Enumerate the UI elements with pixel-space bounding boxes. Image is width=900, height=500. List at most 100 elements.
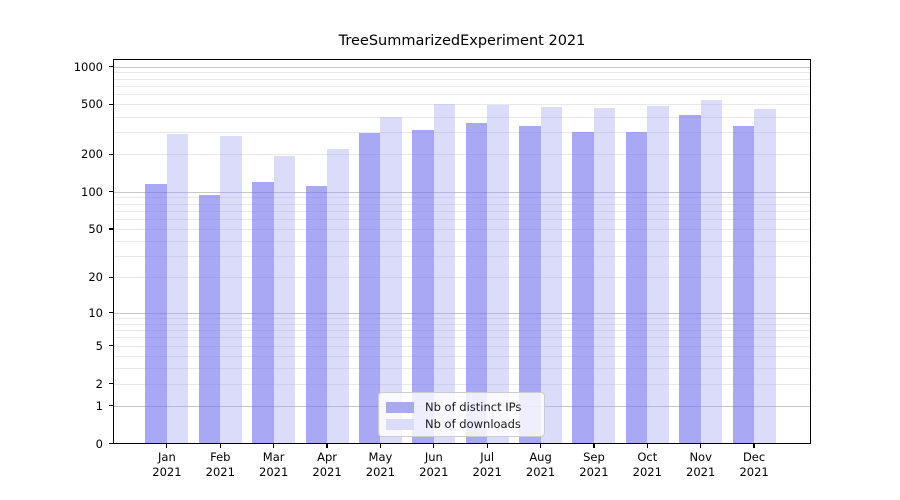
x-tick-mark (593, 443, 595, 448)
x-axis-tick-label: Sep 2021 (564, 450, 624, 480)
gridline-minor (113, 104, 811, 106)
bar-downloads-feb (220, 136, 242, 444)
bar-distinct-ips-nov (679, 115, 701, 444)
x-tick-year: 2021 (259, 465, 289, 479)
gridline-minor (113, 383, 811, 385)
bar-downloads-dec (754, 109, 776, 444)
y-tick-mark (109, 382, 113, 385)
x-tick-year: 2021 (312, 465, 342, 479)
x-tick-month: Apr (317, 450, 337, 464)
x-tick-month: Dec (742, 450, 766, 464)
gridline-minor (113, 345, 811, 347)
gridline-major (113, 66, 811, 68)
bar-downloads-jul (487, 104, 509, 444)
bar-downloads-aug (540, 106, 563, 444)
x-tick-mark (753, 443, 755, 448)
gridline-minor (113, 277, 811, 279)
x-axis-tick-label: Apr 2021 (297, 450, 357, 480)
x-axis-tick-label: May 2021 (350, 450, 410, 480)
y-axis-tick-label: 1000 (73, 59, 103, 74)
x-tick-year: 2021 (152, 465, 182, 479)
y-axis-tick-label: 50 (88, 222, 103, 236)
bar-downloads-jan (166, 133, 189, 444)
gridline-minor (113, 323, 811, 325)
x-tick-year: 2021 (365, 465, 396, 479)
bar-distinct-ips-jul (465, 123, 488, 444)
gridline-minor (113, 330, 811, 332)
x-tick-year: 2021 (419, 465, 449, 479)
gridline-minor (113, 240, 811, 242)
x-tick-year: 2021 (686, 465, 716, 479)
bar-distinct-ips-jun (412, 130, 434, 444)
x-tick-mark (219, 443, 221, 448)
gridline-major (113, 312, 811, 314)
bar-downloads-nov (700, 100, 723, 444)
x-axis-tick-label: Nov 2021 (671, 450, 731, 480)
gridline-minor (113, 355, 811, 357)
y-axis-tick-label: 20 (88, 270, 103, 285)
x-tick-month: Sep (583, 450, 605, 464)
legend: Nb of distinct IPs Nb of downloads (378, 392, 545, 437)
y-axis-tick-label: 10 (88, 305, 103, 320)
y-tick-mark (109, 228, 113, 230)
x-tick-month: May (368, 450, 393, 464)
x-tick-mark (433, 443, 435, 448)
bar-distinct-ips-mar (252, 182, 274, 444)
gridline-minor (113, 317, 811, 319)
gridline-minor (113, 337, 811, 339)
x-tick-mark (486, 443, 488, 448)
x-tick-year: 2021 (205, 465, 235, 479)
y-axis-tick-label: 5 (95, 338, 103, 353)
y-axis-tick-label: 2 (95, 376, 103, 391)
x-axis-tick-label: Dec 2021 (724, 450, 784, 480)
gridline-minor (113, 86, 811, 88)
y-axis-tick-label: 0 (95, 436, 103, 451)
x-tick-month: Feb (210, 450, 231, 464)
gridline-minor (113, 203, 811, 205)
x-tick-mark (379, 443, 381, 448)
x-tick-month: Nov (689, 450, 712, 464)
y-axis-tick-label: 200 (81, 147, 103, 162)
y-axis-tick-label: 100 (81, 184, 103, 199)
gridline-minor (113, 116, 811, 118)
y-axis-tick-label: 1 (95, 398, 103, 413)
gridline-minor (113, 154, 811, 156)
y-tick-mark (109, 345, 113, 347)
x-tick-year: 2021 (632, 465, 662, 479)
bar-downloads-sep (593, 107, 616, 444)
gridline-minor (113, 72, 811, 74)
gridline-major (113, 191, 811, 193)
y-tick-mark (109, 191, 113, 193)
legend-item-downloads: Nb of downloads (386, 416, 544, 432)
legend-swatch-downloads (386, 418, 414, 430)
gridline-minor (113, 229, 811, 230)
bar-downloads-may (380, 116, 402, 444)
y-tick-mark (109, 405, 113, 407)
y-tick-mark (109, 153, 113, 155)
gridline-minor (113, 197, 811, 199)
x-tick-year: 2021 (739, 465, 769, 479)
gridline-minor (113, 219, 811, 221)
x-tick-year: 2021 (472, 465, 502, 479)
legend-label-distinct-ips: Nb of distinct IPs (425, 400, 522, 414)
x-tick-month: Aug (529, 450, 552, 464)
bar-distinct-ips-jan (145, 184, 167, 444)
y-axis-tick-label: 500 (81, 97, 103, 112)
x-axis-tick-label: Jan 2021 (137, 450, 197, 480)
gridline-minor (113, 210, 811, 212)
bar-downloads-apr (327, 148, 349, 444)
y-tick-mark (109, 103, 113, 105)
y-tick-mark (109, 312, 113, 314)
x-axis-tick-label: Jun 2021 (404, 450, 464, 480)
y-tick-mark (109, 442, 113, 445)
chart-title: TreeSummarizedExperiment 2021 (338, 33, 586, 49)
x-tick-month: Jun (424, 450, 443, 464)
x-tick-mark (539, 443, 542, 448)
bar-distinct-ips-apr (305, 186, 328, 444)
x-tick-month: Mar (262, 450, 285, 464)
bar-distinct-ips-may (358, 132, 381, 444)
bar-distinct-ips-sep (572, 131, 594, 444)
gridline-minor (113, 367, 811, 369)
gridline-minor (113, 78, 811, 80)
x-tick-month: Jul (480, 450, 495, 464)
